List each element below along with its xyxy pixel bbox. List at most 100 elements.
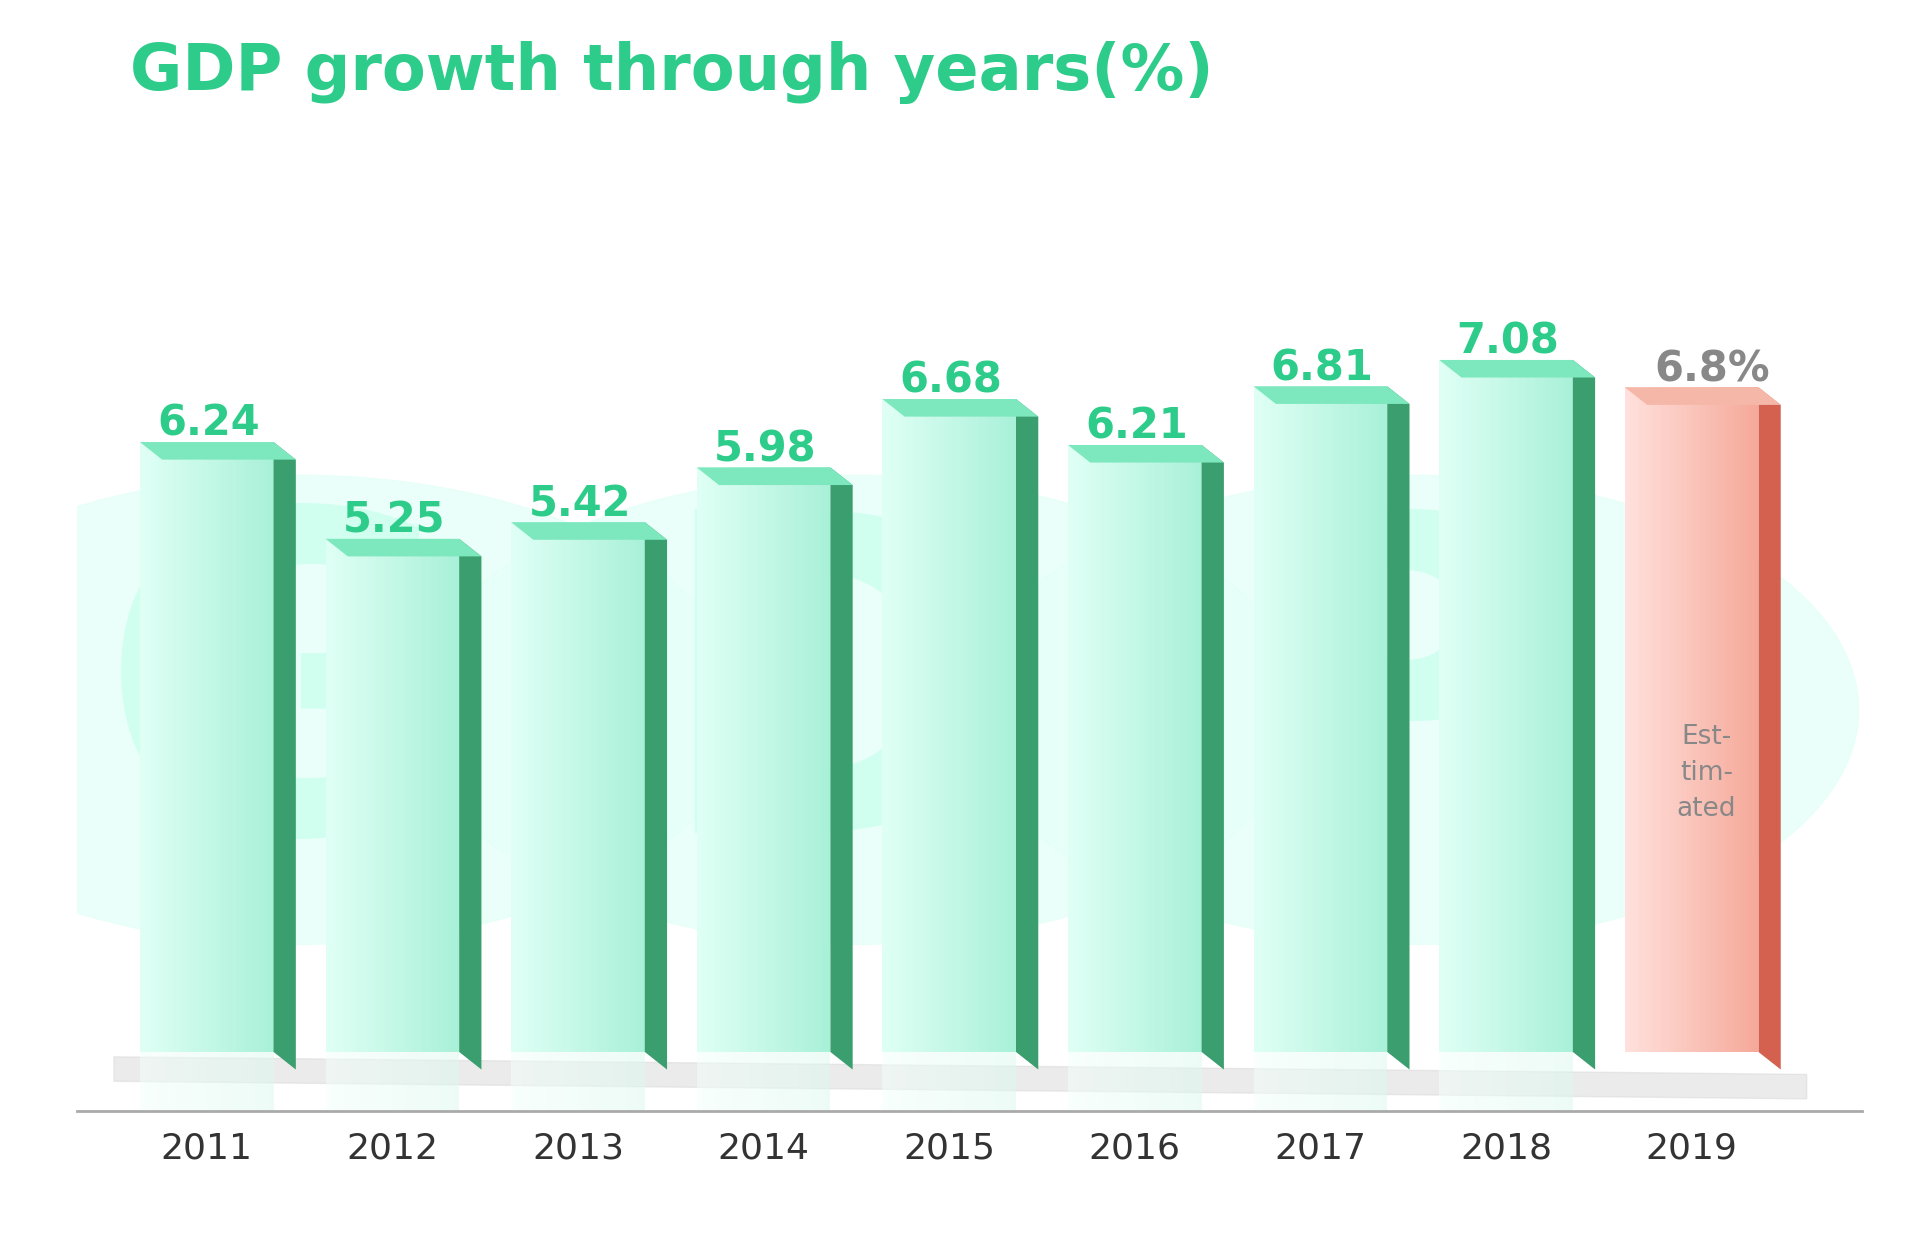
- Polygon shape: [1668, 387, 1670, 1051]
- Polygon shape: [922, 399, 925, 1051]
- Polygon shape: [1075, 1051, 1079, 1125]
- Polygon shape: [238, 1051, 242, 1125]
- Polygon shape: [1361, 1051, 1363, 1132]
- Polygon shape: [743, 1051, 745, 1122]
- Polygon shape: [234, 442, 236, 1051]
- Polygon shape: [209, 1051, 211, 1125]
- Polygon shape: [1523, 1051, 1524, 1135]
- Polygon shape: [634, 1051, 637, 1116]
- Polygon shape: [1304, 1051, 1308, 1132]
- Polygon shape: [753, 468, 756, 1051]
- Polygon shape: [1146, 1051, 1148, 1125]
- Polygon shape: [1461, 1051, 1463, 1135]
- Polygon shape: [538, 522, 541, 1051]
- Polygon shape: [1269, 1051, 1273, 1132]
- Polygon shape: [1085, 1051, 1087, 1125]
- Polygon shape: [1563, 1051, 1565, 1135]
- Polygon shape: [146, 442, 148, 1051]
- Polygon shape: [1135, 1051, 1137, 1125]
- Polygon shape: [369, 1051, 371, 1113]
- Polygon shape: [1108, 1051, 1112, 1125]
- Polygon shape: [1488, 360, 1490, 1051]
- Polygon shape: [829, 468, 852, 1070]
- Polygon shape: [941, 1051, 945, 1130]
- Polygon shape: [1745, 387, 1747, 1051]
- Polygon shape: [1738, 387, 1740, 1051]
- Polygon shape: [392, 539, 396, 1051]
- Polygon shape: [996, 1051, 1000, 1130]
- Polygon shape: [710, 1051, 712, 1122]
- Polygon shape: [1198, 445, 1202, 1051]
- Polygon shape: [732, 1051, 733, 1122]
- Polygon shape: [1657, 387, 1659, 1051]
- Polygon shape: [1753, 387, 1755, 1051]
- Polygon shape: [1388, 386, 1409, 1070]
- Polygon shape: [1670, 387, 1672, 1051]
- Polygon shape: [814, 1051, 818, 1122]
- Polygon shape: [1557, 360, 1559, 1051]
- Text: 6.21: 6.21: [1085, 406, 1188, 448]
- Polygon shape: [726, 468, 730, 1051]
- Polygon shape: [764, 468, 766, 1051]
- Polygon shape: [430, 539, 432, 1051]
- Polygon shape: [766, 1051, 768, 1122]
- Polygon shape: [173, 1051, 175, 1125]
- Polygon shape: [1649, 387, 1651, 1051]
- Text: 6.8%: 6.8%: [1655, 348, 1770, 390]
- Polygon shape: [257, 1051, 261, 1125]
- Polygon shape: [814, 468, 818, 1051]
- Polygon shape: [261, 1051, 263, 1125]
- Polygon shape: [993, 399, 995, 1051]
- Polygon shape: [361, 539, 363, 1051]
- Polygon shape: [1524, 360, 1528, 1051]
- Polygon shape: [962, 399, 966, 1051]
- Polygon shape: [1544, 360, 1546, 1051]
- Polygon shape: [432, 539, 436, 1051]
- Polygon shape: [1713, 387, 1716, 1051]
- Polygon shape: [1734, 387, 1738, 1051]
- Polygon shape: [564, 1051, 566, 1116]
- Polygon shape: [1194, 1051, 1196, 1125]
- Polygon shape: [522, 522, 524, 1051]
- Polygon shape: [968, 399, 972, 1051]
- Polygon shape: [1488, 1051, 1490, 1135]
- Polygon shape: [1352, 1051, 1356, 1132]
- Polygon shape: [1363, 1051, 1365, 1132]
- Polygon shape: [563, 1051, 564, 1116]
- Polygon shape: [1256, 386, 1260, 1051]
- Polygon shape: [344, 1051, 348, 1113]
- Polygon shape: [570, 1051, 572, 1116]
- Polygon shape: [1331, 1051, 1334, 1132]
- Polygon shape: [257, 442, 261, 1051]
- Polygon shape: [1079, 1051, 1081, 1125]
- Polygon shape: [1263, 1051, 1267, 1132]
- Polygon shape: [804, 1051, 806, 1122]
- Polygon shape: [265, 442, 269, 1051]
- Polygon shape: [628, 1051, 632, 1116]
- Polygon shape: [760, 468, 764, 1051]
- Polygon shape: [409, 539, 411, 1051]
- Polygon shape: [1571, 1051, 1572, 1135]
- Polygon shape: [1260, 1051, 1261, 1132]
- Polygon shape: [1546, 360, 1549, 1051]
- Polygon shape: [1659, 387, 1663, 1051]
- Polygon shape: [1496, 360, 1498, 1051]
- Polygon shape: [914, 399, 918, 1051]
- Polygon shape: [1384, 386, 1388, 1051]
- Polygon shape: [1448, 1051, 1450, 1135]
- Polygon shape: [1501, 1051, 1503, 1135]
- Polygon shape: [785, 1051, 787, 1122]
- Polygon shape: [374, 539, 376, 1051]
- Polygon shape: [572, 1051, 576, 1116]
- Polygon shape: [795, 1051, 799, 1122]
- Polygon shape: [904, 1051, 906, 1130]
- Polygon shape: [1185, 445, 1188, 1051]
- Polygon shape: [1073, 1051, 1075, 1125]
- Polygon shape: [618, 522, 620, 1051]
- Polygon shape: [1644, 387, 1645, 1051]
- Polygon shape: [620, 1051, 624, 1116]
- Polygon shape: [724, 1051, 726, 1122]
- Polygon shape: [236, 1051, 238, 1125]
- Polygon shape: [516, 522, 518, 1051]
- Polygon shape: [413, 539, 417, 1051]
